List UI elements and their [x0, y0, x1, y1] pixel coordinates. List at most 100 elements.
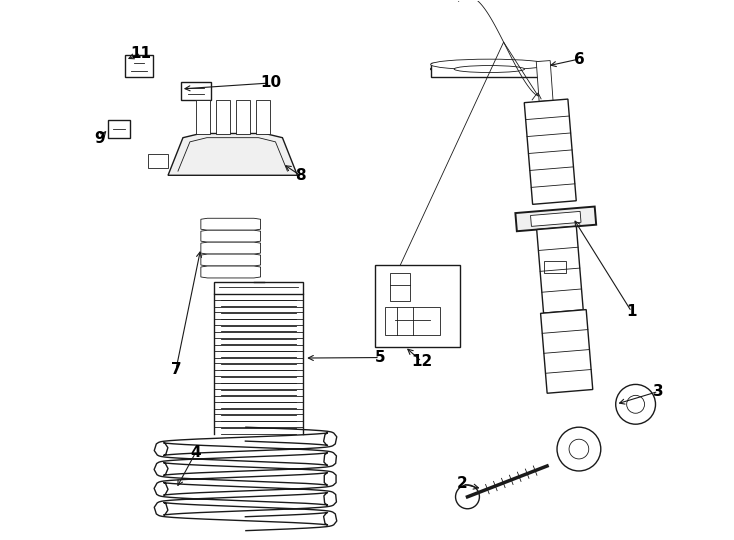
Polygon shape	[253, 447, 258, 462]
Polygon shape	[241, 447, 245, 461]
Polygon shape	[236, 507, 240, 521]
Polygon shape	[190, 499, 194, 513]
Polygon shape	[198, 439, 203, 453]
Polygon shape	[296, 489, 300, 503]
Polygon shape	[306, 450, 309, 464]
Polygon shape	[303, 449, 307, 463]
Polygon shape	[325, 451, 329, 465]
Polygon shape	[327, 472, 330, 487]
Polygon shape	[323, 513, 326, 527]
Polygon shape	[160, 463, 164, 476]
Polygon shape	[299, 509, 302, 523]
Polygon shape	[163, 441, 166, 455]
Polygon shape	[214, 498, 218, 512]
Polygon shape	[172, 444, 175, 458]
Polygon shape	[325, 492, 329, 507]
Polygon shape	[324, 492, 335, 505]
Polygon shape	[293, 435, 297, 449]
Polygon shape	[323, 431, 326, 445]
Polygon shape	[299, 489, 303, 503]
Polygon shape	[310, 510, 313, 524]
Polygon shape	[261, 476, 265, 490]
Polygon shape	[225, 477, 229, 491]
Polygon shape	[184, 484, 187, 498]
Polygon shape	[224, 506, 228, 520]
Polygon shape	[318, 450, 321, 464]
Polygon shape	[247, 437, 252, 451]
Polygon shape	[264, 456, 268, 470]
Polygon shape	[206, 505, 209, 519]
Polygon shape	[294, 469, 297, 483]
Polygon shape	[325, 471, 328, 485]
Polygon shape	[287, 515, 291, 529]
Polygon shape	[178, 484, 181, 498]
Polygon shape	[167, 441, 170, 455]
Text: 2: 2	[457, 476, 468, 491]
Polygon shape	[275, 436, 279, 450]
Polygon shape	[189, 440, 192, 454]
Polygon shape	[178, 440, 181, 454]
Polygon shape	[228, 486, 233, 500]
Polygon shape	[294, 449, 297, 463]
Bar	[216, 100, 230, 133]
Polygon shape	[264, 436, 268, 450]
Polygon shape	[311, 450, 314, 464]
Polygon shape	[286, 475, 291, 489]
Polygon shape	[289, 509, 293, 523]
Polygon shape	[241, 497, 245, 511]
Polygon shape	[233, 497, 238, 511]
Polygon shape	[299, 435, 302, 449]
Polygon shape	[160, 462, 164, 475]
Polygon shape	[187, 444, 191, 459]
Polygon shape	[324, 475, 336, 483]
Polygon shape	[325, 511, 328, 525]
Polygon shape	[324, 453, 336, 465]
Polygon shape	[217, 438, 221, 452]
Polygon shape	[217, 486, 221, 500]
Polygon shape	[537, 226, 584, 313]
Polygon shape	[233, 477, 237, 491]
Polygon shape	[245, 517, 250, 531]
Polygon shape	[225, 458, 229, 472]
Polygon shape	[261, 516, 266, 530]
Polygon shape	[160, 442, 164, 455]
Polygon shape	[302, 475, 306, 489]
Polygon shape	[184, 504, 186, 518]
Polygon shape	[268, 468, 272, 482]
Polygon shape	[161, 503, 164, 516]
Polygon shape	[261, 496, 265, 510]
Polygon shape	[252, 467, 257, 481]
Text: 5: 5	[374, 350, 385, 365]
Polygon shape	[319, 474, 322, 488]
Polygon shape	[300, 449, 304, 463]
Polygon shape	[154, 504, 168, 514]
Polygon shape	[156, 462, 166, 475]
Polygon shape	[176, 484, 179, 498]
Polygon shape	[162, 503, 165, 517]
Polygon shape	[249, 497, 253, 511]
Polygon shape	[327, 451, 330, 465]
Polygon shape	[315, 434, 318, 448]
Polygon shape	[318, 430, 321, 444]
Polygon shape	[200, 446, 203, 460]
Polygon shape	[325, 512, 335, 525]
Polygon shape	[220, 458, 225, 472]
Polygon shape	[250, 516, 254, 530]
Polygon shape	[189, 459, 193, 473]
Polygon shape	[167, 443, 170, 457]
Polygon shape	[326, 491, 330, 505]
Polygon shape	[300, 514, 304, 529]
Polygon shape	[181, 480, 184, 494]
Polygon shape	[159, 442, 164, 455]
Polygon shape	[184, 460, 187, 474]
Polygon shape	[164, 441, 167, 455]
Polygon shape	[303, 494, 307, 508]
Polygon shape	[221, 446, 225, 460]
Polygon shape	[313, 474, 316, 488]
Polygon shape	[195, 505, 199, 519]
Polygon shape	[165, 501, 168, 515]
Polygon shape	[213, 505, 217, 519]
Polygon shape	[303, 514, 307, 528]
Polygon shape	[217, 466, 222, 480]
Polygon shape	[253, 516, 258, 530]
